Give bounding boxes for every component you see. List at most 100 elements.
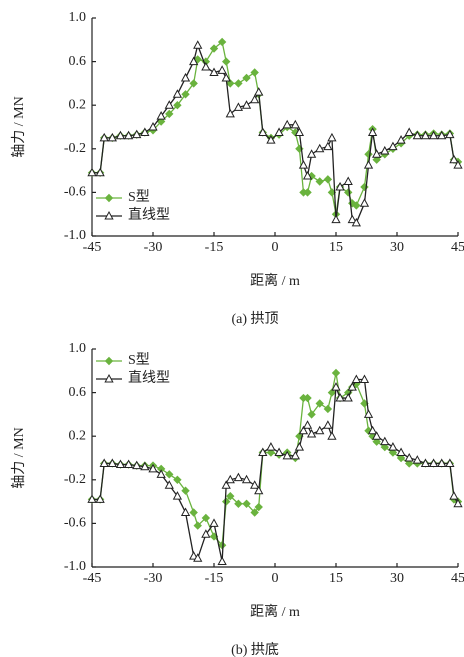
- marker-triangle: [148, 121, 158, 131]
- marker-diamond: [266, 448, 276, 457]
- marker-triangle: [164, 100, 174, 109]
- marker-diamond: [173, 100, 182, 110]
- legend-label: 直线型: [128, 369, 170, 386]
- marker-triangle: [132, 129, 142, 139]
- y-tick-label: 0.2: [69, 97, 87, 112]
- marker-triangle: [453, 498, 463, 508]
- marker-triangle: [327, 132, 337, 142]
- marker-triangle: [380, 436, 390, 446]
- marker-triangle: [453, 160, 463, 169]
- marker-triangle: [372, 431, 382, 440]
- marker-triangle: [104, 373, 114, 383]
- marker-triangle: [404, 452, 414, 462]
- y-tick-label: -0.6: [64, 516, 86, 531]
- marker-triangle: [428, 458, 439, 467]
- marker-triangle: [347, 382, 357, 391]
- marker-triangle: [343, 176, 353, 185]
- marker-triangle: [107, 132, 117, 142]
- marker-diamond: [189, 508, 198, 517]
- marker-triangle: [104, 210, 114, 220]
- marker-diamond: [173, 475, 182, 485]
- marker-triangle: [274, 127, 284, 136]
- marker-triangle: [193, 553, 203, 562]
- y-tick-label: 1.0: [69, 10, 87, 25]
- marker-triangle: [209, 67, 219, 76]
- marker-triangle: [404, 127, 414, 136]
- marker-triangle: [445, 129, 455, 139]
- marker-diamond: [323, 404, 333, 414]
- caption: (b) 拱底: [231, 642, 279, 657]
- marker-diamond: [165, 109, 174, 119]
- y-tick-label: 1.0: [69, 341, 87, 356]
- marker-triangle: [225, 108, 235, 118]
- marker-triangle: [323, 420, 333, 429]
- marker-triangle: [298, 160, 309, 169]
- marker-triangle: [99, 458, 109, 467]
- marker-triangle: [351, 374, 361, 384]
- marker-triangle: [335, 181, 345, 191]
- marker-diamond: [315, 399, 324, 408]
- marker-triangle: [380, 145, 390, 155]
- marker-triangle: [172, 89, 183, 98]
- marker-triangle: [115, 459, 126, 469]
- marker-triangle: [107, 458, 117, 467]
- x-tick-label: -30: [144, 571, 163, 586]
- y-tick-label: -1.0: [64, 228, 86, 243]
- marker-triangle: [412, 130, 422, 140]
- marker-triangle: [335, 393, 345, 402]
- marker-diamond: [250, 508, 259, 517]
- marker-triangle: [306, 428, 317, 438]
- y-tick-label: -0.6: [64, 185, 86, 200]
- marker-diamond: [209, 44, 219, 53]
- marker-triangle: [294, 127, 305, 136]
- series-line: [92, 40, 459, 215]
- marker-diamond: [217, 37, 227, 47]
- marker-triangle: [221, 72, 231, 82]
- marker-triangle: [250, 480, 260, 489]
- marker-triangle: [282, 450, 292, 460]
- marker-triangle: [437, 130, 447, 140]
- marker-diamond: [181, 90, 190, 99]
- marker-triangle: [351, 217, 361, 227]
- panel: -1.0 -0.6 -0.2 0.2 0.6 1.0 -45 -30 -15 0 15 30 45 轴力 …: [11, 341, 464, 657]
- marker-triangle: [87, 494, 97, 503]
- marker-triangle: [367, 127, 378, 136]
- marker-diamond: [323, 175, 333, 184]
- series-line: [92, 378, 459, 562]
- marker-diamond: [307, 410, 316, 419]
- marker-triangle: [172, 491, 183, 500]
- marker-triangle: [225, 474, 235, 484]
- marker-triangle: [148, 463, 158, 473]
- marker-triangle: [233, 472, 244, 482]
- legend-label: S型: [128, 189, 150, 205]
- y-tick-label: -0.2: [64, 141, 86, 156]
- marker-diamond: [234, 499, 243, 508]
- marker-triangle: [388, 141, 398, 151]
- marker-triangle: [201, 62, 211, 71]
- marker-triangle: [412, 455, 422, 464]
- marker-triangle: [323, 141, 333, 151]
- marker-triangle: [327, 431, 337, 440]
- marker-diamond: [193, 55, 202, 64]
- marker-triangle: [298, 425, 309, 435]
- marker-diamond: [242, 499, 251, 508]
- x-tick-label: 15: [329, 240, 343, 255]
- marker-diamond: [254, 502, 263, 512]
- marker-triangle: [363, 409, 374, 418]
- marker-diamond: [226, 491, 235, 501]
- marker-triangle: [445, 458, 455, 467]
- marker-triangle: [221, 480, 231, 489]
- marker-triangle: [250, 94, 260, 104]
- marker-diamond: [104, 193, 114, 203]
- marker-triangle: [217, 556, 227, 566]
- marker-triangle: [258, 447, 268, 457]
- marker-triangle: [372, 149, 382, 158]
- legend-label: S型: [128, 352, 150, 368]
- marker-triangle: [180, 72, 191, 82]
- y-tick-label: 0.6: [69, 54, 87, 69]
- marker-triangle: [193, 40, 203, 49]
- marker-triangle: [449, 491, 459, 500]
- marker-triangle: [428, 130, 439, 140]
